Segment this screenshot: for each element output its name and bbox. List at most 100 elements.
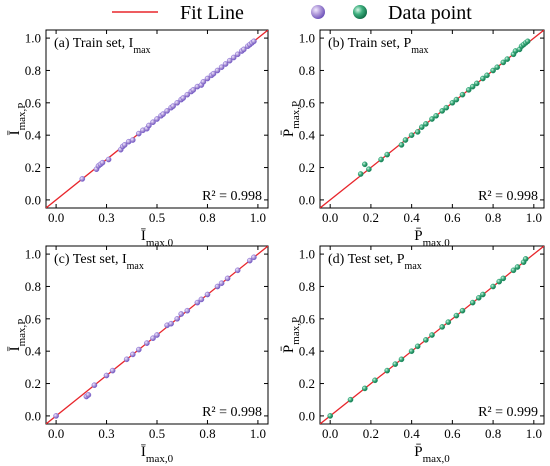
- y-tick-label: 0.2: [25, 376, 41, 391]
- panel-title: (b) Train set, Pmax: [328, 36, 428, 56]
- legend-train-point-icon: [311, 5, 325, 19]
- data-point: [372, 377, 378, 384]
- data-point: [378, 156, 384, 163]
- y-tick-label: 0.6: [25, 95, 42, 110]
- data-point: [484, 72, 490, 79]
- x-tick-label: 0.6: [444, 426, 461, 441]
- data-point: [439, 108, 446, 114]
- panel-title: (a) Train set, Imax: [54, 36, 151, 56]
- data-point: [174, 315, 180, 322]
- data-point: [453, 96, 460, 103]
- data-point: [123, 356, 130, 363]
- y-tick-label: 0.2: [299, 160, 315, 175]
- data-point: [439, 324, 446, 330]
- data-point: [398, 356, 405, 363]
- data-point: [510, 267, 517, 274]
- y-tick-label: 0.8: [299, 279, 315, 294]
- chart-panel-2: 0.0 0.2 0.4 0.6 0.8 1.0 0.0 0.2 0.4 0.6 0.8 1.0 (b) …: [281, 29, 545, 249]
- data-points: [53, 254, 257, 419]
- data-point: [85, 392, 92, 398]
- y-tick-label: 1.0: [299, 247, 315, 262]
- data-point: [226, 57, 233, 64]
- data-point: [190, 87, 197, 93]
- data-point: [496, 278, 503, 285]
- legend-test-point-icon: [353, 5, 367, 19]
- data-point: [200, 79, 207, 85]
- data-point: [214, 67, 221, 74]
- chart-panel-4: 0.0 0.2 0.4 0.6 0.8 1.0 0.0 0.2 0.4 0.6 0.8 1.0 (d) …: [281, 245, 545, 465]
- data-point: [230, 54, 237, 61]
- data-point: [384, 151, 391, 158]
- data-point: [251, 254, 257, 261]
- x-tick-label: 0.0: [322, 210, 338, 225]
- x-tick-label: 0.8: [485, 210, 501, 225]
- data-point: [121, 142, 128, 148]
- legend: Fit Line Data point: [112, 2, 472, 24]
- data-point: [103, 372, 110, 379]
- data-point: [135, 130, 142, 137]
- data-point: [210, 70, 217, 77]
- data-point: [144, 340, 150, 346]
- data-point: [459, 91, 466, 98]
- y-tick-label: 0.6: [25, 311, 42, 326]
- data-point: [392, 361, 399, 367]
- data-point: [184, 91, 191, 98]
- data-point: [198, 296, 205, 303]
- data-point: [109, 367, 116, 374]
- data-point: [522, 256, 529, 262]
- data-point: [194, 299, 201, 306]
- y-axis-label: Īmax,P: [7, 319, 28, 352]
- y-tick-label: 0.4: [25, 344, 42, 359]
- data-point: [418, 124, 425, 130]
- data-point: [164, 108, 170, 114]
- data-point: [475, 294, 482, 301]
- x-tick-label: 1.0: [250, 210, 266, 225]
- data-point: [490, 283, 496, 290]
- x-tick-label: 0.4: [404, 210, 421, 225]
- data-point: [224, 275, 231, 282]
- data-point: [449, 100, 456, 106]
- y-tick-label: 1.0: [25, 247, 41, 262]
- data-point: [480, 75, 486, 82]
- y-tick-label: 0.0: [299, 192, 315, 207]
- data-point: [384, 367, 391, 374]
- data-point: [469, 83, 476, 90]
- data-point: [99, 159, 106, 166]
- data-point: [168, 320, 174, 327]
- y-tick-label: 0.4: [299, 128, 316, 143]
- data-point: [234, 267, 241, 274]
- data-points: [79, 38, 257, 182]
- x-tick-label: 1.0: [526, 426, 542, 441]
- y-tick-label: 0.8: [299, 63, 315, 78]
- chart-panel-1: 0.0 0.3 0.5 0.8 1.0 0.0 0.2 0.4 0.6 0.8 1.0 (a) Tra…: [7, 29, 269, 249]
- y-axis-label: P̄max,P: [281, 317, 302, 353]
- data-point: [174, 100, 180, 106]
- data-point: [361, 161, 368, 168]
- x-tick-label: 0.5: [149, 210, 165, 225]
- y-tick-label: 0.6: [299, 311, 316, 326]
- r2-label: R² = 0.999: [478, 405, 538, 420]
- x-axis-label: Īmax,0: [141, 444, 174, 465]
- data-point: [204, 291, 211, 298]
- data-point: [429, 116, 435, 122]
- data-point: [184, 307, 191, 314]
- data-point: [445, 319, 452, 325]
- legend-data-point-label: Data point: [388, 2, 472, 24]
- y-tick-label: 1.0: [299, 31, 315, 46]
- data-point: [423, 121, 429, 127]
- y-tick-label: 0.2: [299, 376, 315, 391]
- data-point: [129, 137, 136, 143]
- data-point: [402, 137, 409, 143]
- x-tick-label: 0.2: [363, 210, 379, 225]
- panel-title: (c) Test set, Imax: [54, 252, 144, 272]
- data-points: [327, 256, 529, 419]
- y-axis-label: Īmax,P: [7, 103, 28, 136]
- data-point: [408, 348, 415, 355]
- data-point: [214, 283, 221, 290]
- data-point: [150, 119, 156, 125]
- data-point: [357, 171, 364, 177]
- data-point: [429, 332, 435, 338]
- data-point: [500, 59, 507, 66]
- data-point: [514, 264, 521, 270]
